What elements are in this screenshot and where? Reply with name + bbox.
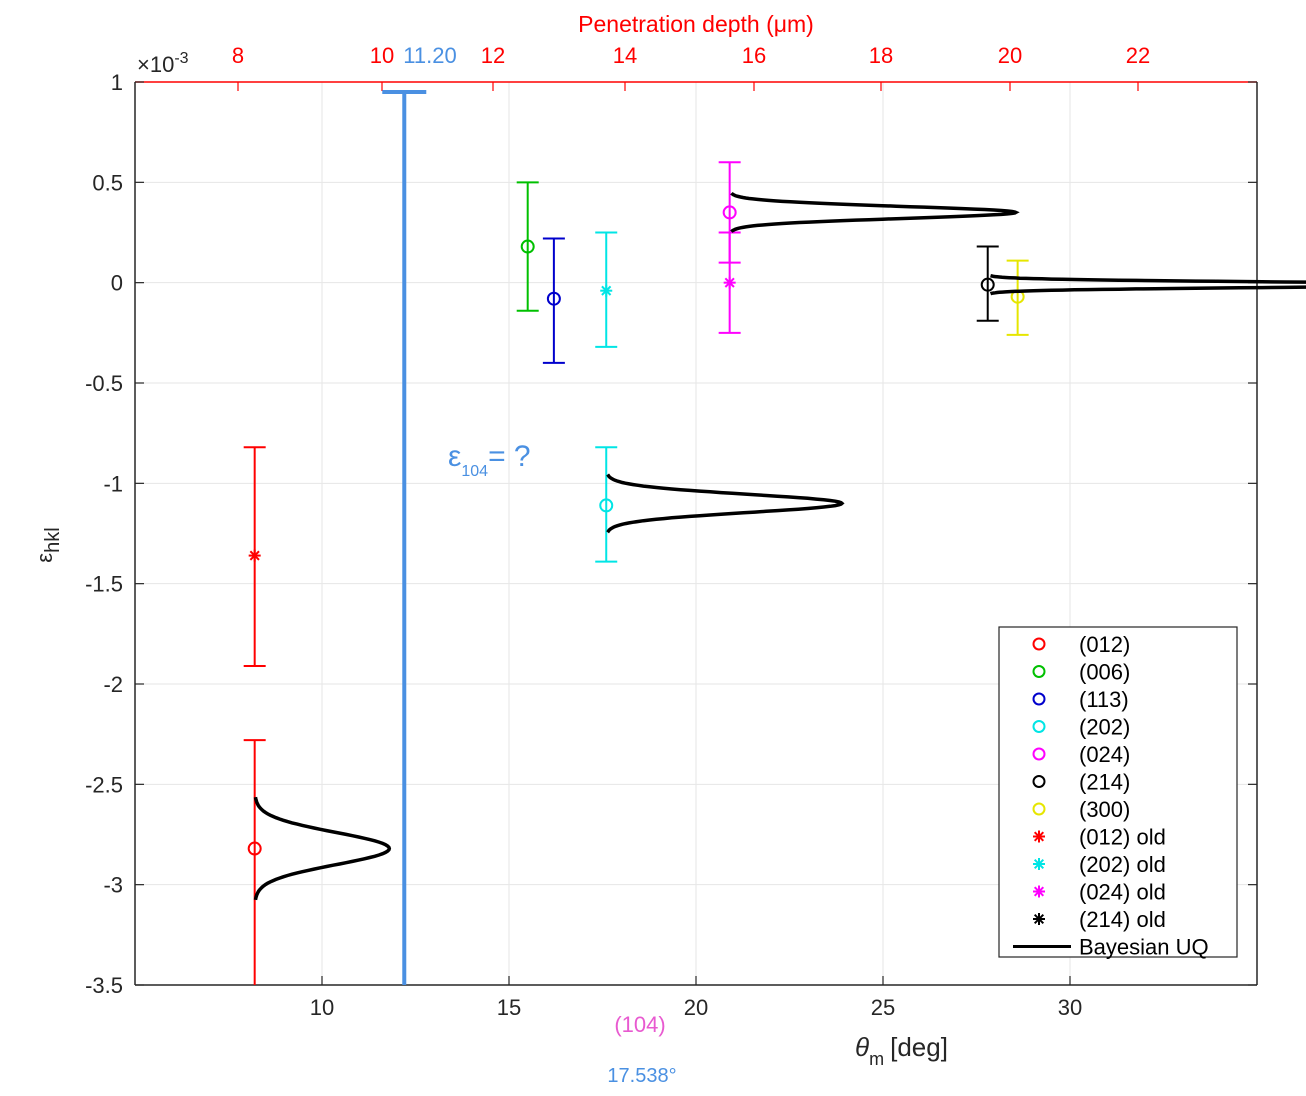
star-marker [1033, 831, 1045, 843]
y-tick-label: -1 [103, 471, 123, 496]
y-tick-label: -0.5 [85, 371, 123, 396]
x-tick-label: 15 [497, 995, 521, 1020]
legend-label: (214) [1079, 770, 1130, 795]
y-tick-label: 1 [111, 70, 123, 95]
highlight-hkl-label: (104) [614, 1012, 665, 1037]
highlight-angle-label: 17.538° [607, 1065, 676, 1087]
y-axis-label-sub: hkl [42, 527, 64, 553]
star-marker [249, 550, 261, 562]
x-tick-label: 20 [684, 995, 708, 1020]
x-tick-label: 30 [1058, 995, 1082, 1020]
y-tick-label: -1.5 [85, 572, 123, 597]
top-tick-label: 18 [869, 43, 893, 68]
top-tick-label: 20 [998, 43, 1022, 68]
top-tick-label: 14 [613, 43, 637, 68]
top-highlight-label: 11.20 [403, 43, 456, 68]
legend-label: (024) old [1079, 880, 1166, 905]
y-axis-label: εhkl [32, 527, 64, 562]
star-marker [1033, 913, 1045, 925]
y-tick-label: -2.5 [85, 772, 123, 797]
top-tick-label: 12 [481, 43, 505, 68]
legend-label: (202) old [1079, 852, 1166, 877]
star-marker [600, 285, 612, 297]
star-marker [1033, 858, 1045, 870]
legend-label: (024) [1079, 742, 1130, 767]
legend-label: Bayesian UQ [1079, 935, 1209, 960]
legend-label: (214) old [1079, 907, 1166, 932]
top-tick-label: 8 [232, 43, 244, 68]
top-axis-title: Penetration depth (μm) [578, 11, 814, 37]
legend-label: (300) [1079, 797, 1130, 822]
legend-label: (202) [1079, 715, 1130, 740]
top-tick-label: 16 [742, 43, 766, 68]
y-tick-label: 0 [111, 271, 123, 296]
x-tick-label: 25 [871, 995, 895, 1020]
y-multiplier: ×10-3 [137, 50, 189, 77]
star-marker [1033, 886, 1045, 898]
y-tick-label: 0.5 [92, 170, 123, 195]
legend-label: (006) [1079, 660, 1130, 685]
x-tick-label: 10 [310, 995, 334, 1020]
legend-label: (012) old [1079, 825, 1166, 850]
annotation-text: = ? [488, 440, 531, 473]
y-tick-label: -3 [103, 873, 123, 898]
annotation-subscript: 104 [461, 463, 488, 480]
y-tick-label: -3.5 [85, 973, 123, 998]
legend-label: (012) [1079, 632, 1130, 657]
y-tick-label: -2 [103, 672, 123, 697]
y-multiplier-exponent: -3 [174, 50, 188, 67]
star-marker [724, 277, 736, 289]
top-tick-label: 10 [370, 43, 394, 68]
legend-label: (113) [1079, 687, 1129, 712]
x-axis-label: θm[deg] [855, 1032, 948, 1069]
x-axis-label-unit: [deg] [890, 1032, 948, 1062]
top-tick-label: 22 [1126, 43, 1150, 68]
x-axis-label-sub: m [869, 1049, 884, 1069]
legend: (012) (006)(113) (202)(024) (214)(300) (012)… [999, 627, 1237, 960]
